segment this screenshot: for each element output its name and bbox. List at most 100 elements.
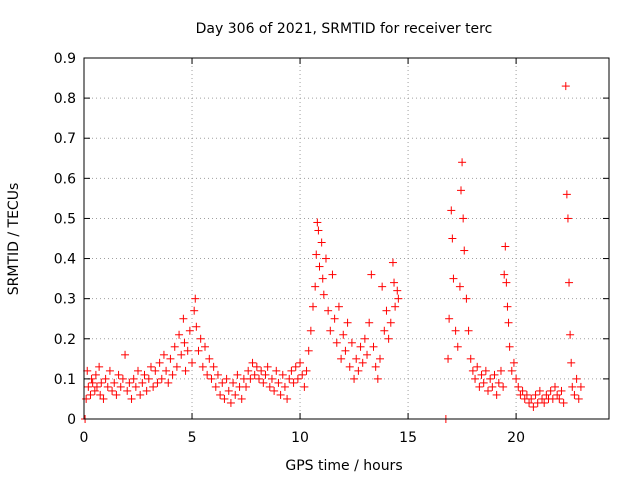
data-point [291, 362, 300, 371]
data-point [337, 354, 346, 363]
x-tick-label: 0 [80, 430, 89, 446]
data-point [505, 342, 514, 351]
data-point [191, 294, 200, 303]
data-point [246, 374, 255, 383]
data-point [531, 390, 540, 399]
data-point [296, 358, 305, 367]
data-point [105, 366, 114, 375]
data-point [237, 394, 246, 403]
data-points [81, 82, 585, 423]
data-point [267, 374, 276, 383]
data-point [512, 374, 521, 383]
data-point [460, 246, 469, 255]
data-point [388, 258, 397, 267]
data-point [459, 214, 468, 223]
data-point [250, 370, 259, 379]
data-point [371, 362, 380, 371]
axis-ticks: 0 0.1 0.2 0.3 0.4 0.5 0.6 0.7 0.8 0.9 0 5 10 15 20 [54, 51, 609, 446]
data-point [542, 390, 551, 399]
data-point [574, 394, 583, 403]
data-point [248, 358, 257, 367]
data-point [125, 378, 134, 387]
data-point [546, 386, 555, 395]
data-point [318, 274, 327, 283]
data-point [233, 370, 242, 379]
data-point [180, 338, 189, 347]
data-point [134, 366, 143, 375]
data-point [458, 158, 467, 167]
data-point [447, 206, 456, 215]
data-point [270, 386, 279, 395]
data-point [380, 326, 389, 335]
data-point [91, 370, 100, 379]
data-point [343, 318, 352, 327]
data-point [185, 326, 194, 335]
data-point [101, 374, 110, 383]
data-point [449, 274, 458, 283]
data-point [129, 374, 138, 383]
data-point [453, 342, 462, 351]
data-point [488, 382, 497, 391]
data-point [276, 390, 285, 399]
data-point [509, 358, 518, 367]
data-point [112, 390, 121, 399]
data-point [373, 374, 382, 383]
data-point [99, 394, 108, 403]
data-point [326, 326, 335, 335]
data-point [473, 362, 482, 371]
data-point [179, 314, 188, 323]
data-point [553, 390, 562, 399]
gridlines [84, 58, 609, 419]
data-point [311, 282, 320, 291]
data-point [535, 386, 544, 395]
data-point [138, 378, 147, 387]
y-tick-label: 0.7 [54, 131, 76, 147]
data-point [170, 342, 179, 351]
data-point [108, 386, 117, 395]
data-point [363, 350, 372, 359]
data-point [306, 326, 315, 335]
data-point [384, 334, 393, 343]
data-point [216, 390, 225, 399]
data-point [572, 374, 581, 383]
data-point [386, 318, 395, 327]
data-point [205, 354, 214, 363]
data-point [445, 314, 454, 323]
data-point [540, 398, 549, 407]
data-point [110, 378, 119, 387]
data-point [166, 354, 175, 363]
data-point [479, 378, 488, 387]
data-point [339, 330, 348, 339]
data-point [255, 374, 263, 383]
data-point [155, 358, 164, 367]
data-point [492, 390, 501, 399]
data-point [209, 362, 218, 371]
data-point [557, 386, 566, 395]
data-point [259, 378, 268, 387]
data-point [462, 294, 471, 303]
data-point [562, 190, 571, 199]
data-point [527, 394, 536, 403]
data-point [565, 278, 574, 287]
data-point [501, 242, 510, 251]
data-point [314, 226, 323, 235]
data-point [252, 362, 261, 371]
data-point [149, 382, 158, 391]
data-point [484, 386, 493, 395]
data-point [375, 354, 384, 363]
data-point [274, 378, 283, 387]
data-point [177, 350, 186, 359]
data-point [393, 286, 402, 295]
data-point [502, 278, 511, 287]
data-point [576, 382, 585, 391]
data-point [367, 270, 376, 279]
x-axis-label: GPS time / hours [285, 458, 402, 474]
data-point [394, 294, 403, 303]
data-point [96, 390, 105, 399]
y-tick-label: 0.8 [54, 91, 76, 107]
data-point [181, 366, 190, 375]
data-point [82, 394, 91, 403]
data-point [302, 366, 311, 375]
data-point [315, 262, 324, 271]
data-point [378, 282, 387, 291]
